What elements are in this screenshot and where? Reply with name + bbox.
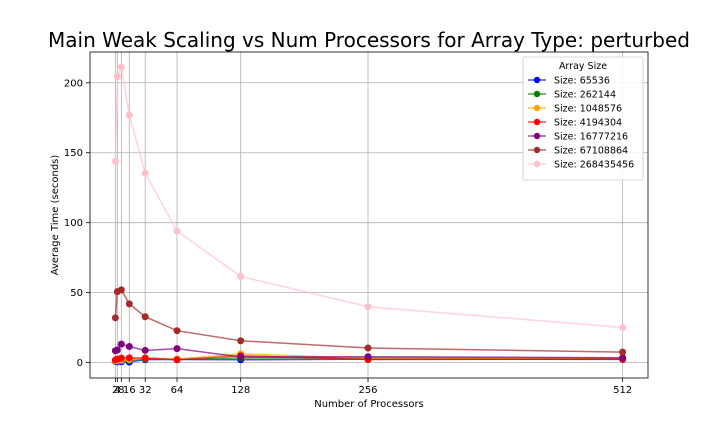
data-point <box>125 111 133 119</box>
legend-label: Size: 1048576 <box>554 104 622 115</box>
series-5 <box>111 286 627 356</box>
x-tick-label: 128 <box>231 385 250 396</box>
data-point <box>364 303 372 311</box>
legend-title: Array Size <box>559 61 607 72</box>
data-point <box>141 354 149 362</box>
legend-label: Size: 4194304 <box>554 118 622 129</box>
legend-marker <box>533 104 541 112</box>
legend-items: Size: 65536 Size: 262144 Size: 1048576 Size… <box>528 76 634 171</box>
y-axis-ticks: 0 50 100 150 200 <box>64 78 90 369</box>
x-tick-label: 64 <box>171 385 184 396</box>
y-tick-label: 50 <box>70 288 83 299</box>
y-tick-label: 0 <box>77 358 83 369</box>
data-point <box>173 327 181 335</box>
data-point <box>619 323 627 331</box>
data-point <box>125 300 133 308</box>
legend-label: Size: 65536 <box>554 76 610 87</box>
legend-label: Size: 67108864 <box>554 146 628 157</box>
x-tick-label: 512 <box>613 385 632 396</box>
x-axis-label: Number of Processors <box>314 399 424 410</box>
legend-marker <box>533 132 541 140</box>
data-point <box>364 344 372 352</box>
legend-item: Size: 268435456 <box>528 160 634 171</box>
legend-item: Size: 1048576 <box>528 104 622 115</box>
data-point <box>173 345 181 353</box>
data-point <box>117 63 125 71</box>
x-tick-label: 32 <box>139 385 152 396</box>
plot-series <box>111 63 627 366</box>
legend-item: Size: 16777216 <box>528 132 628 143</box>
y-tick-label: 100 <box>64 218 83 229</box>
x-tick-label: 2 <box>112 385 118 396</box>
series-4 <box>111 340 627 362</box>
data-point <box>141 346 149 354</box>
legend-item: Size: 4194304 <box>528 118 622 129</box>
data-point <box>125 343 133 351</box>
data-point <box>237 337 245 345</box>
data-point <box>117 354 125 362</box>
x-tick-label: 4 <box>114 385 120 396</box>
data-point <box>141 169 149 177</box>
data-point <box>111 314 119 322</box>
legend-marker <box>533 160 541 168</box>
legend-marker <box>533 90 541 98</box>
legend-marker <box>533 146 541 154</box>
data-point <box>113 346 121 354</box>
legend-marker <box>533 76 541 84</box>
y-tick-label: 200 <box>64 78 83 89</box>
data-point <box>237 353 245 361</box>
data-point <box>113 73 121 81</box>
data-point <box>141 313 149 321</box>
legend-label: Size: 16777216 <box>554 132 628 143</box>
legend-box <box>522 56 644 181</box>
chart-title: Main Weak Scaling vs Num Processors for … <box>48 28 690 52</box>
data-point <box>237 272 245 280</box>
series-6 <box>111 63 627 331</box>
legend-item: Size: 67108864 <box>528 146 628 157</box>
y-tick-label: 150 <box>64 148 83 159</box>
legend-label: Size: 262144 <box>554 90 616 101</box>
data-point <box>117 340 125 348</box>
y-axis-label: Average Time (seconds) <box>50 155 61 276</box>
legend-label: Size: 268435456 <box>554 160 634 171</box>
data-point <box>619 354 627 362</box>
legend-marker <box>533 118 541 126</box>
data-point <box>111 157 119 165</box>
data-point <box>117 286 125 294</box>
x-tick-label: 8 <box>118 385 124 396</box>
plot-area <box>89 51 649 379</box>
legend-item: Size: 65536 <box>528 76 610 87</box>
data-point <box>173 227 181 235</box>
x-tick-label: 256 <box>358 385 377 396</box>
data-point <box>173 356 181 364</box>
x-tick-label: 16 <box>123 385 136 396</box>
data-point <box>364 353 372 361</box>
data-point <box>619 348 627 356</box>
data-point <box>125 354 133 362</box>
legend-item: Size: 262144 <box>528 90 616 101</box>
